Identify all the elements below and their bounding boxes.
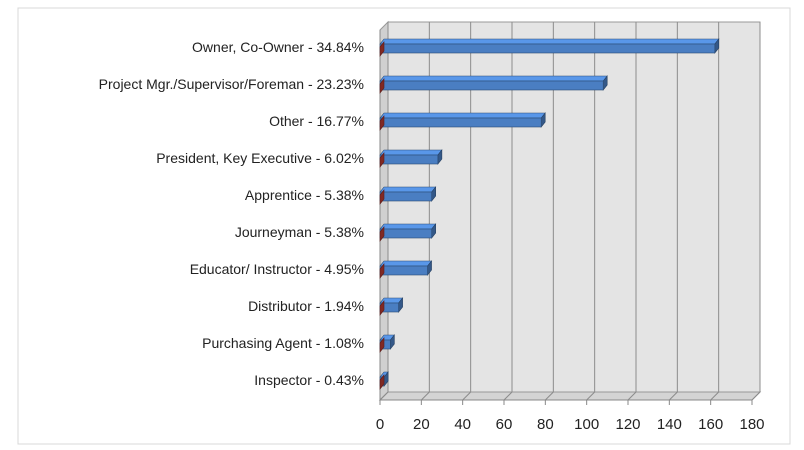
bar-top [379,186,437,193]
y-tick-label: Distributor - 1.94% [248,298,364,314]
bar-side [379,115,385,131]
grid-line [379,22,389,401]
bar [379,263,385,279]
x-tick-label: 100 [574,416,599,433]
y-tick-label: Apprentice - 5.38% [245,187,364,203]
bar [379,337,385,353]
grid-line [503,22,513,401]
bar [379,186,437,202]
bar-side [379,374,385,390]
bar-front [379,80,604,91]
bar-front [379,191,432,202]
grid-line [420,22,430,401]
grid-line [751,22,761,401]
y-tick-label: Educator/ Instructor - 4.95% [190,261,364,277]
x-tick-label: 80 [537,416,554,433]
bar-top [379,75,608,82]
bar [379,112,546,128]
bar [379,149,443,165]
y-tick-label: Other - 16.77% [269,113,364,129]
grid-line [544,22,554,401]
bar-front [379,117,542,128]
bar-top [379,223,437,230]
x-tick-label: 60 [496,416,513,433]
bar [379,260,433,276]
bar [379,223,437,239]
bar [379,41,385,57]
x-tick-label: 40 [454,416,471,433]
bar-front [379,265,428,276]
bar-front [379,154,439,165]
bar-side [379,226,385,242]
x-tick-label: 120 [615,416,640,433]
bar-top [379,112,546,119]
bar [379,38,720,54]
x-tick-label: 0 [376,416,384,433]
bar [379,297,404,313]
grid-line [710,22,720,401]
grid-line [586,22,596,401]
y-tick-label: Project Mgr./Supervisor/Foreman - 23.23% [99,76,364,92]
bar-side [379,189,385,205]
x-tick-label: 160 [698,416,723,433]
bar-front [379,43,716,54]
grid-line [627,22,637,401]
bar [379,374,385,390]
bar [379,152,385,168]
x-tick-label: 180 [739,416,764,433]
y-tick-label: President, Key Executive - 6.02% [156,150,364,166]
bar [379,226,385,242]
bar-side [379,300,385,316]
bar [379,115,385,131]
bar-side [379,78,385,94]
bar-side [379,41,385,57]
bar-side [379,263,385,279]
bar-side [379,152,385,168]
bar [379,300,385,316]
bar-side [379,337,385,353]
y-tick-label: Owner, Co-Owner - 34.84% [192,39,364,55]
grid-line [462,22,472,401]
bar-front [379,228,432,239]
y-tick-label: Journeyman - 5.38% [235,224,364,240]
y-tick-label: Purchasing Agent - 1.08% [202,335,364,351]
bar [379,189,385,205]
bar [379,78,385,94]
x-tick-label: 140 [657,416,682,433]
bar-top [379,260,433,267]
y-tick-label: Inspector - 0.43% [254,372,364,388]
bar-top [379,38,720,45]
bar [379,75,608,91]
grid-line [668,22,678,401]
x-tick-label: 20 [413,416,430,433]
bar-top [379,149,443,156]
floor [378,391,762,401]
